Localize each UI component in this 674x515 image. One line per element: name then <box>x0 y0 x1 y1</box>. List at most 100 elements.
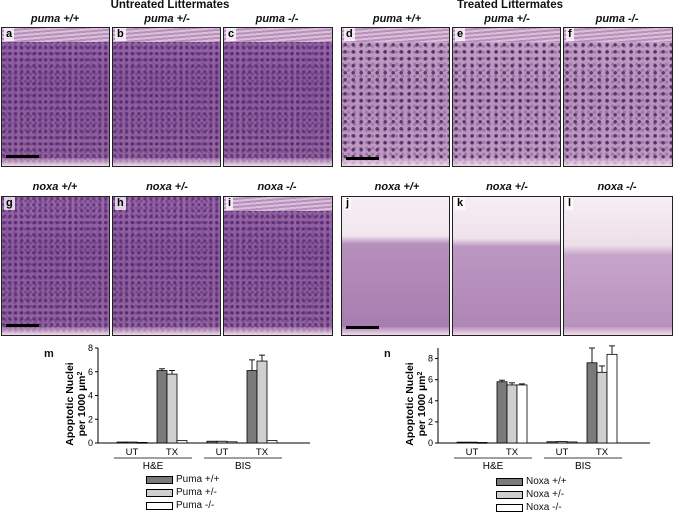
group-label: H&E <box>483 461 504 470</box>
bar <box>566 441 578 444</box>
ylabel-line2: per 1000 µm2 <box>76 371 88 436</box>
legend-item: Noxa +/+ <box>496 476 567 487</box>
micrograph-j: j <box>341 196 450 336</box>
panel-label-a: a <box>4 28 15 41</box>
bar <box>246 370 258 444</box>
scale-bar <box>6 155 39 158</box>
chart-label-n: n <box>384 348 391 360</box>
legend-label: Puma -/- <box>176 500 215 511</box>
micrograph-h: h <box>112 196 221 336</box>
micrograph-c: c <box>223 27 333 167</box>
genotype-label-d: puma +/+ <box>372 13 422 25</box>
scale-bar <box>346 157 379 160</box>
bar <box>166 373 178 444</box>
y-tick-label: 4 <box>428 396 433 406</box>
genotype-label-a: puma +/+ <box>30 13 80 25</box>
bar <box>216 440 228 444</box>
bar <box>456 441 468 444</box>
bar <box>496 381 508 444</box>
legend-label: Noxa +/+ <box>526 476 567 487</box>
bar <box>476 442 488 444</box>
bar <box>516 384 528 444</box>
genotype-label-g: noxa +/+ <box>32 181 78 193</box>
chart-label-m: m <box>44 348 54 360</box>
bar <box>176 440 188 444</box>
legend-swatch <box>146 488 173 497</box>
bar <box>596 371 608 444</box>
legend-swatch <box>496 490 523 499</box>
legend-item: Puma +/+ <box>146 474 219 485</box>
micrograph-b: b <box>112 27 221 167</box>
panel-label-b: b <box>115 28 126 41</box>
category-label: TX <box>256 447 269 458</box>
ylabel-line1: Apoptotic Nuclei <box>404 362 416 445</box>
group-label: H&E <box>143 461 164 470</box>
legend-label: Puma +/+ <box>176 474 220 485</box>
legend-swatch <box>146 475 173 484</box>
panel-label-l: l <box>566 197 574 210</box>
micrograph-e: e <box>452 27 561 167</box>
panel-label-f: f <box>566 28 574 41</box>
micrograph-f: f <box>563 27 673 167</box>
bar <box>116 441 128 444</box>
category-label: UT <box>216 447 229 458</box>
panel-label-e: e <box>455 28 466 41</box>
y-tick-label: 2 <box>88 414 93 424</box>
y-tick-label: 6 <box>88 367 93 377</box>
group-label: BIS <box>235 461 251 470</box>
legend-item: Puma +/- <box>146 487 217 498</box>
bar <box>156 370 168 444</box>
group-label: BIS <box>575 461 591 470</box>
ylabel-line2: per 1000 µm2 <box>416 371 428 436</box>
legend-swatch <box>496 503 523 512</box>
genotype-label-j: noxa +/+ <box>374 181 420 193</box>
legend-swatch <box>496 477 523 486</box>
bar <box>586 362 598 444</box>
legend-label: Puma +/- <box>176 487 217 498</box>
treated-title: Treated Littermates <box>456 0 564 11</box>
genotype-label-l: noxa -/- <box>597 181 637 193</box>
category-label: UT <box>126 447 139 458</box>
bar <box>256 360 268 444</box>
legend-label: Noxa +/- <box>526 489 565 500</box>
genotype-label-k: noxa +/- <box>486 181 528 193</box>
micrograph-l: l <box>563 196 673 336</box>
genotype-label-f: puma -/- <box>595 13 639 25</box>
category-label: TX <box>596 447 609 458</box>
y-tick-label: 8 <box>428 354 433 364</box>
micrograph-a: a <box>1 27 110 167</box>
chart-m: Apoptotic Nuclei per 1000 µm2 0 2 4 6 8 UT TX U… <box>64 343 310 470</box>
panel-label-k: k <box>455 197 466 210</box>
bar <box>266 440 278 444</box>
panel-label-i: i <box>226 197 234 210</box>
y-tick-label: 0 <box>428 438 433 448</box>
legend-label: Noxa -/- <box>526 502 562 513</box>
bar <box>206 440 218 444</box>
bar <box>226 441 238 444</box>
genotype-label-b: puma +/- <box>144 13 190 25</box>
bar <box>606 353 618 444</box>
legend-item: Noxa +/- <box>496 489 564 500</box>
bar <box>126 441 138 444</box>
panel-label-h: h <box>115 197 126 210</box>
bar <box>136 442 148 444</box>
genotype-label-e: puma +/- <box>484 13 530 25</box>
legend-item: Puma -/- <box>146 500 214 511</box>
bar <box>506 384 518 444</box>
category-label: TX <box>166 447 179 458</box>
y-tick-label: 8 <box>88 343 93 353</box>
ylabel-line1: Apoptotic Nuclei <box>64 362 76 445</box>
bar <box>466 441 478 444</box>
untreated-title: Untreated Littermates <box>110 0 230 11</box>
genotype-label-i: noxa -/- <box>257 181 297 193</box>
bar <box>556 441 568 444</box>
y-tick-label: 2 <box>428 417 433 427</box>
category-label: TX <box>506 447 519 458</box>
legend-swatch <box>146 501 173 510</box>
genotype-label-c: puma -/- <box>255 13 299 25</box>
genotype-label-h: noxa +/- <box>146 181 188 193</box>
panel-label-c: c <box>226 28 237 41</box>
scale-bar <box>346 326 379 329</box>
panel-label-g: g <box>4 197 15 210</box>
bar <box>546 441 558 444</box>
